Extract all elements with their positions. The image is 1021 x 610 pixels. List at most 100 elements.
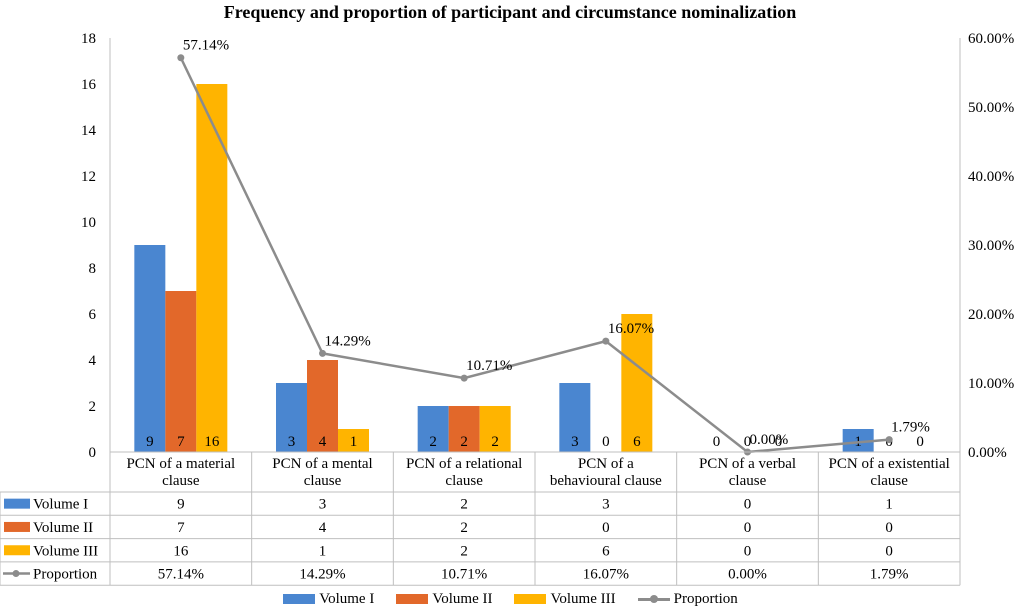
y-left-tick-label: 18 [81,31,96,47]
proportion-data-label: 16.07% [608,321,654,337]
bar-volume-ii [165,291,197,452]
proportion-data-label: 10.71% [466,358,512,374]
category-label: behavioural clause [550,473,662,489]
bar-data-label: 7 [177,434,185,450]
y-left-tick-label: 6 [89,307,97,323]
proportion-point [460,374,468,382]
table-row-name: Volume I [33,497,88,513]
bar-data-label: 0 [744,434,752,450]
y-left-tick-label: 0 [89,445,97,461]
bar-data-label: 6 [633,434,641,450]
table-row-key [4,521,30,532]
table-cell: 0.00% [728,567,767,583]
proportion-data-label: 14.29% [325,333,371,349]
bar-volume-i [134,245,166,452]
bar-volume-ii [448,406,480,452]
plot-area: 0246810121416180.00%10.00%20.00%30.00%40… [81,31,1014,461]
table-cell: 2 [460,543,468,559]
table-cell: 0 [744,520,752,536]
category-label: PCN of a relational [406,456,522,472]
y-right-tick-label: 60.00% [968,31,1014,47]
table-cell: 2 [460,520,468,536]
y-left-tick-label: 8 [89,261,97,277]
bar-data-label: 4 [319,434,327,450]
category-label: PCN of a mental [272,456,372,472]
table-cell: 7 [177,520,185,536]
table-cell: 6 [602,543,610,559]
y-right-tick-label: 20.00% [968,307,1014,323]
table-cell: 0 [885,543,893,559]
table-cell: 1.79% [870,567,909,583]
bar-volume-i [417,406,449,452]
legend-item-proportion: Proportion [637,590,738,608]
combo-chart: Frequency and proportion of participant … [0,2,1014,586]
legend-label-proportion: Proportion [673,590,738,607]
bar-volume-i [276,383,307,452]
table-cell: 1 [319,543,327,559]
table-cell: 3 [602,497,610,513]
proportion-point [177,54,185,62]
bar-data-label: 2 [460,434,468,450]
category-label: clause [729,473,767,489]
bar-data-label: 16 [204,434,220,450]
bar-data-label: 9 [146,434,154,450]
table-row-name: Volume III [33,543,98,559]
table-row-name: Volume II [33,520,93,536]
bar-volume-ii [307,360,338,452]
table-row-key [4,498,30,509]
bar-data-label: 3 [571,434,579,450]
proportion-data-label: 0.00% [750,432,789,448]
table-row-key-point [12,570,20,578]
y-right-tick-label: 50.00% [968,100,1014,116]
y-right-tick-label: 10.00% [968,376,1014,392]
legend-swatch-volume-i [283,594,316,604]
table-cell: 4 [319,520,327,536]
legend-label-volume-iii: Volume III [550,590,616,607]
table-cell: 3 [319,497,327,513]
bar-data-label: 0 [602,434,610,450]
chart-title: Frequency and proportion of participant … [224,2,797,22]
table-cell: 9 [177,497,185,513]
category-label: PCN of a existential [829,456,950,472]
proportion-point [602,337,610,345]
y-left-tick-label: 14 [81,123,97,139]
bar-volume-i [559,383,591,452]
category-label: PCN of a material [126,456,235,472]
proportion-data-label: 57.14% [183,38,229,54]
y-right-tick-label: 0.00% [968,445,1007,461]
category-label: clause [445,473,483,489]
bar-data-label: 2 [491,434,499,450]
y-left-tick-label: 12 [81,169,96,185]
proportion-point [319,349,326,357]
table-cell: 57.14% [158,567,204,583]
bar-data-label: 0 [916,434,924,450]
legend-item-volume-i: Volume I [283,591,374,608]
table-cell: 0 [885,520,893,536]
category-label: PCN of a [578,456,634,472]
table-cell: 0 [602,520,610,536]
table-cell: 1 [885,497,893,513]
y-left-tick-label: 10 [81,215,96,231]
bar-volume-iii [621,314,653,452]
bar-volume-iii [479,406,511,452]
legend-swatch-volume-ii [396,594,429,604]
table-cell: 16 [173,543,189,559]
bar-data-label: 1 [350,434,358,450]
bar-data-label: 2 [429,434,437,450]
table-row-name: Proportion [33,567,98,583]
y-left-tick-label: 16 [81,77,97,93]
table-cell: 10.71% [441,567,487,583]
proportion-data-label: 1.79% [891,420,930,436]
legend: Volume I Volume II Volume III Proportion [0,588,1021,610]
bar-data-label: 0 [713,434,721,450]
legend-swatch-volume-iii [514,594,547,604]
y-left-tick-label: 2 [89,399,97,415]
legend-line-proportion [637,594,670,603]
category-label: clause [870,473,908,489]
category-label: clause [304,473,342,489]
category-label: PCN of a verbal [699,456,796,472]
table-row-key [4,545,30,556]
legend-label-volume-ii: Volume II [432,590,493,607]
y-left-tick-label: 4 [89,353,97,369]
